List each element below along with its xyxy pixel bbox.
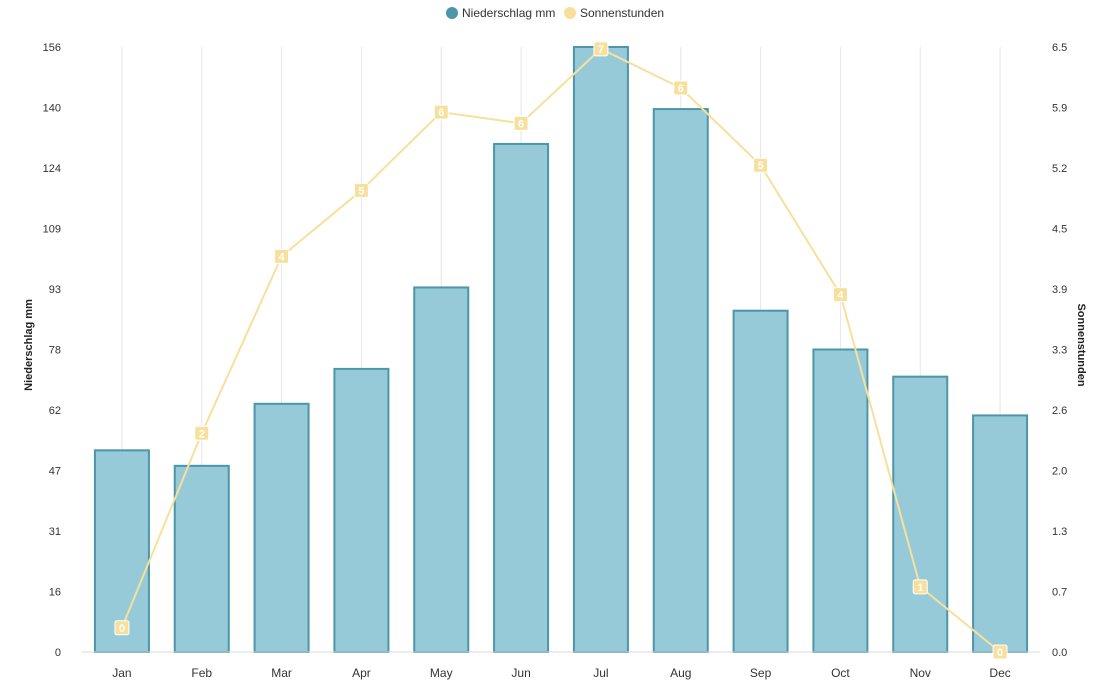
category-label-may: May [430, 666, 453, 680]
point-label-box [433, 104, 449, 120]
legend-label-sonnenstunden: Sonnenstunden [580, 6, 664, 20]
line-point-jul[interactable]: 7 [593, 41, 609, 57]
legend-label-niederschlag: Niederschlag mm [462, 6, 555, 20]
legend-item-sonnenstunden[interactable]: Sonnenstunden [564, 6, 664, 20]
point-label-box [353, 182, 369, 198]
left-axis-title: Niederschlag mm [23, 299, 35, 391]
point-label-box [832, 287, 848, 303]
bar-dec[interactable] [972, 414, 1029, 653]
category-label-jan: Jan [112, 666, 131, 680]
line-point-nov[interactable]: 1 [912, 579, 928, 595]
right-axis-title: Sonnenstunden [1075, 303, 1087, 386]
point-label-box [194, 425, 210, 441]
category-label-jun: Jun [511, 666, 530, 680]
left-tick-label: 156 [43, 42, 61, 54]
right-tick-label: 4.5 [1052, 224, 1067, 236]
legend-marker-sonnenstunden [564, 7, 576, 19]
point-label: 2 [199, 428, 205, 440]
right-tick-label: 2.0 [1052, 466, 1067, 478]
bar-feb[interactable] [173, 464, 230, 653]
point-label: 4 [837, 290, 844, 302]
bar-nov[interactable] [892, 375, 949, 653]
point-label-box [992, 644, 1008, 660]
left-tick-label: 16 [49, 587, 61, 599]
point-label: 0 [119, 623, 125, 635]
left-tick-label: 124 [43, 163, 61, 175]
bar-jan[interactable] [93, 449, 150, 654]
bar-series-niederschlag [93, 46, 1029, 654]
category-label-feb: Feb [191, 666, 212, 680]
line-point-jan[interactable]: 0 [114, 620, 130, 636]
right-tick-label: 6.5 [1052, 42, 1067, 54]
point-label: 7 [598, 44, 604, 56]
left-tick-label: 0 [55, 647, 61, 659]
right-tick-label: 2.6 [1052, 405, 1067, 417]
right-tick-label: 0.0 [1052, 647, 1067, 659]
point-label: 5 [758, 160, 764, 172]
bar-jul[interactable] [572, 46, 629, 653]
bar-jun[interactable] [493, 142, 550, 653]
category-label-mar: Mar [271, 666, 292, 680]
line-point-sep[interactable]: 5 [753, 157, 769, 173]
category-label-nov: Nov [910, 666, 931, 680]
line-point-dec[interactable]: 0 [992, 644, 1008, 660]
right-tick-label: 3.3 [1052, 345, 1067, 357]
category-label-apr: Apr [352, 666, 371, 680]
line-point-feb[interactable]: 2 [194, 425, 210, 441]
line-point-mar[interactable]: 4 [274, 248, 290, 264]
point-label: 6 [518, 118, 524, 130]
line-point-may[interactable]: 6 [433, 104, 449, 120]
bar-apr[interactable] [333, 367, 390, 653]
line-series-sonnenstunden: 0 2 4 5 6 6 7 6 5 4 1 0 [114, 41, 1008, 660]
point-label-box [912, 579, 928, 595]
line-point-oct[interactable]: 4 [832, 287, 848, 303]
bar-may[interactable] [413, 286, 470, 653]
legend-item-niederschlag[interactable]: Niederschlag mm [446, 6, 555, 20]
legend: Niederschlag mm Sonnenstunden [446, 6, 664, 20]
left-tick-label: 140 [43, 103, 61, 115]
sonnenstunden-line [120, 47, 1001, 653]
right-tick-label: 1.3 [1052, 526, 1067, 538]
left-tick-label: 109 [43, 224, 61, 236]
right-tick-label: 5.9 [1052, 103, 1067, 115]
left-tick-label: 93 [49, 284, 61, 296]
point-label: 1 [917, 582, 923, 594]
left-tick-label: 31 [49, 526, 61, 538]
bar-oct[interactable] [812, 348, 869, 653]
category-label-oct: Oct [831, 666, 850, 680]
point-label: 6 [678, 83, 684, 95]
point-label-box [593, 41, 609, 57]
bar-aug[interactable] [652, 108, 709, 654]
right-tick-label: 0.7 [1052, 587, 1067, 599]
point-label: 6 [438, 107, 444, 119]
bar-sep[interactable] [732, 309, 789, 653]
left-axis-ticks: 0 16 31 47 62 78 93 109 124 140 156 [43, 42, 61, 659]
right-tick-label: 5.2 [1052, 163, 1067, 175]
point-label-box [274, 248, 290, 264]
right-axis-ticks: 0.0 0.7 1.3 2.0 2.6 3.3 3.9 4.5 5.2 5.9 6.5 [1052, 42, 1067, 659]
bar-mar[interactable] [253, 402, 310, 653]
left-tick-label: 47 [49, 466, 61, 478]
category-label-aug: Aug [670, 666, 691, 680]
category-labels: Jan Feb Mar Apr May Jun Jul Aug Sep Oct Nov Dec [112, 666, 1011, 680]
category-label-sep: Sep [750, 666, 772, 680]
left-tick-label: 78 [49, 345, 61, 357]
point-label-box [753, 157, 769, 173]
category-label-dec: Dec [989, 666, 1010, 680]
point-label: 4 [279, 251, 286, 263]
left-tick-label: 62 [49, 405, 61, 417]
line-point-apr[interactable]: 5 [353, 182, 369, 198]
line-point-aug[interactable]: 6 [673, 80, 689, 96]
category-label-jul: Jul [593, 666, 608, 680]
point-label-box [673, 80, 689, 96]
point-label-box [114, 620, 130, 636]
point-label: 0 [997, 647, 1003, 659]
point-label-box [513, 115, 529, 131]
right-tick-label: 3.9 [1052, 284, 1067, 296]
point-label: 5 [358, 185, 364, 197]
line-point-jun[interactable]: 6 [513, 115, 529, 131]
legend-marker-niederschlag [446, 7, 458, 19]
